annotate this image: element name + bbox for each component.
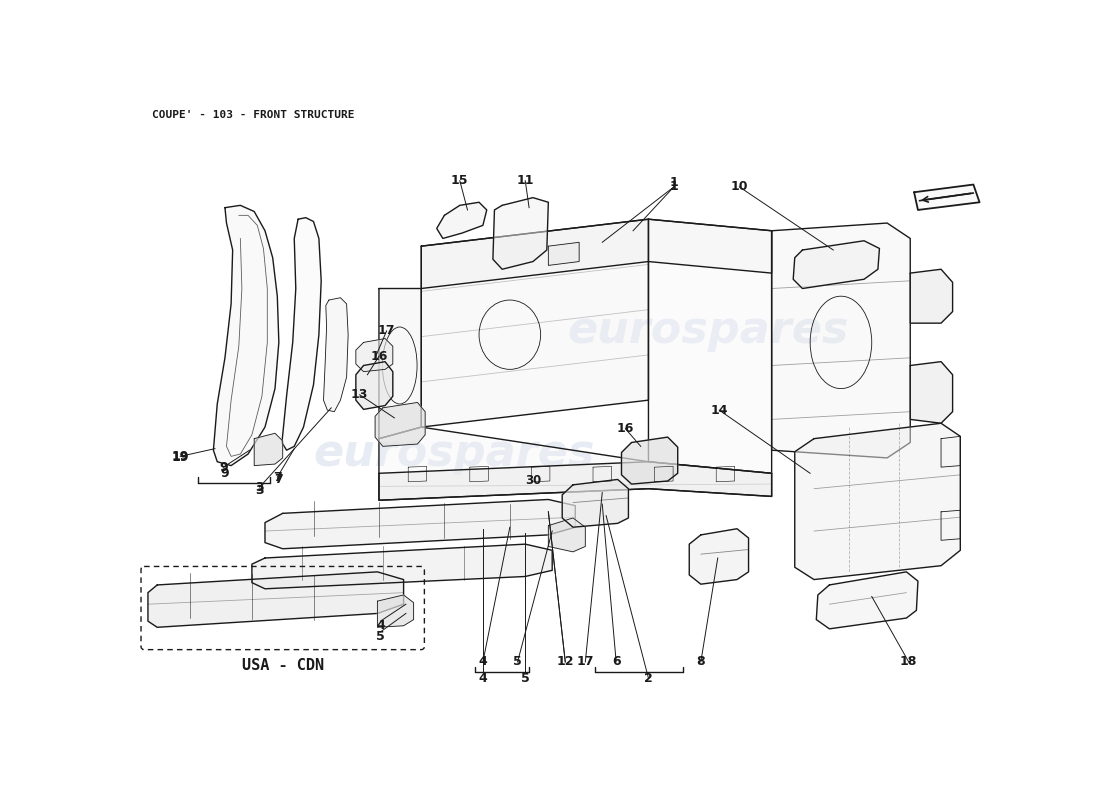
Text: 8: 8 (696, 655, 705, 669)
Text: 4: 4 (478, 672, 487, 685)
Polygon shape (911, 270, 953, 323)
Text: 7: 7 (275, 473, 283, 486)
Polygon shape (548, 242, 580, 266)
Polygon shape (911, 362, 953, 423)
Text: 17: 17 (378, 324, 395, 338)
Text: 13: 13 (351, 388, 369, 402)
Text: 5: 5 (514, 655, 521, 669)
Polygon shape (548, 518, 585, 552)
Text: 9: 9 (219, 461, 228, 474)
Text: 2: 2 (645, 672, 652, 685)
Polygon shape (147, 572, 404, 627)
Polygon shape (437, 202, 486, 238)
Text: 10: 10 (730, 180, 748, 194)
Polygon shape (914, 185, 980, 210)
Text: 4: 4 (478, 655, 487, 669)
Polygon shape (378, 427, 772, 500)
Text: USA - CDN: USA - CDN (242, 658, 323, 673)
Text: eurospares: eurospares (568, 309, 848, 351)
Polygon shape (816, 572, 917, 629)
Polygon shape (690, 529, 749, 584)
Polygon shape (375, 402, 425, 446)
Polygon shape (213, 206, 279, 466)
Text: 16: 16 (371, 350, 387, 362)
Text: 1: 1 (670, 180, 679, 194)
Polygon shape (378, 462, 772, 500)
Polygon shape (421, 219, 772, 289)
Text: 3: 3 (255, 481, 264, 494)
Text: 5: 5 (376, 630, 385, 643)
Text: 30: 30 (525, 474, 541, 487)
Polygon shape (794, 423, 960, 579)
Polygon shape (793, 241, 880, 289)
Text: 6: 6 (612, 654, 620, 668)
Text: 11: 11 (517, 174, 534, 187)
Text: 15: 15 (451, 174, 469, 187)
Text: COUPE' - 103 - FRONT STRUCTURE: COUPE' - 103 - FRONT STRUCTURE (152, 110, 354, 120)
Polygon shape (356, 362, 393, 410)
Text: 7: 7 (273, 470, 282, 484)
Polygon shape (378, 289, 421, 438)
Text: 19: 19 (172, 451, 189, 464)
Polygon shape (265, 499, 575, 549)
Text: 16: 16 (617, 422, 634, 435)
Text: 3: 3 (255, 484, 264, 497)
Text: eurospares: eurospares (314, 432, 594, 474)
Polygon shape (282, 218, 321, 450)
Polygon shape (649, 219, 772, 474)
Polygon shape (621, 437, 678, 484)
Text: 17: 17 (576, 655, 594, 669)
Polygon shape (323, 298, 348, 412)
Text: 4: 4 (376, 619, 385, 632)
Text: 1: 1 (670, 176, 679, 189)
Polygon shape (254, 434, 283, 466)
Polygon shape (377, 595, 414, 627)
Text: 5: 5 (521, 672, 529, 685)
Polygon shape (562, 479, 628, 527)
Polygon shape (356, 338, 393, 372)
Text: 12: 12 (557, 655, 574, 669)
Polygon shape (252, 544, 552, 589)
Text: 14: 14 (711, 404, 728, 417)
Polygon shape (772, 223, 911, 458)
Text: 9: 9 (221, 467, 229, 480)
Text: 19: 19 (172, 450, 189, 463)
Polygon shape (421, 219, 649, 427)
Text: 18: 18 (900, 655, 917, 669)
Polygon shape (493, 198, 548, 270)
